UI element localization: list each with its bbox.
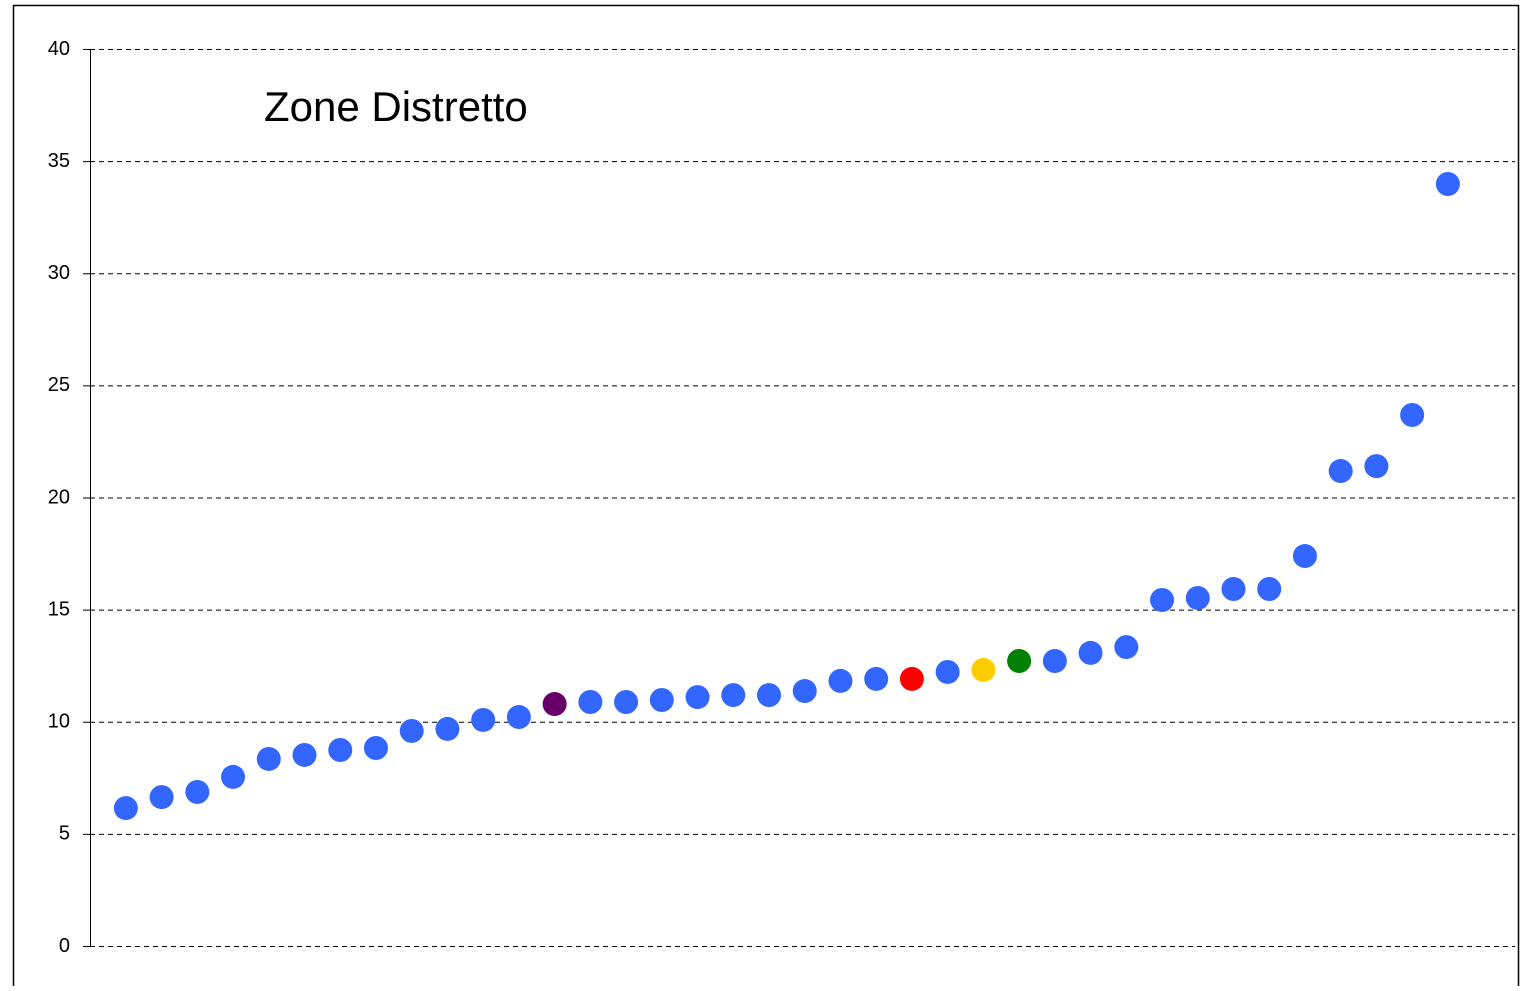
data-point	[328, 738, 353, 763]
y-tick-label: 25	[48, 374, 70, 396]
data-point	[506, 705, 531, 730]
data-point	[1221, 576, 1246, 601]
data-point	[578, 690, 603, 715]
data-point	[1400, 402, 1425, 427]
y-tick-label: 5	[59, 823, 70, 845]
data-point	[899, 666, 924, 691]
y-tick-label: 15	[48, 598, 70, 620]
data-point	[649, 687, 674, 712]
data-point	[721, 683, 746, 708]
y-tick-label: 40	[48, 38, 70, 60]
data-point	[792, 679, 817, 704]
data-point	[828, 668, 853, 693]
data-point	[399, 718, 424, 743]
data-point	[1435, 171, 1460, 196]
data-point	[435, 716, 460, 741]
data-point	[292, 742, 317, 767]
data-point	[1114, 635, 1139, 660]
chart-frame	[12, 4, 1520, 991]
data-point	[221, 764, 246, 789]
data-point	[149, 785, 174, 810]
data-point	[256, 746, 281, 771]
y-tick-label: 10	[48, 711, 70, 733]
data-point	[1042, 648, 1067, 673]
data-point	[864, 666, 889, 691]
y-tick-label: 0	[59, 935, 70, 957]
data-point	[1257, 576, 1282, 601]
data-point	[471, 707, 496, 732]
data-point	[185, 779, 210, 804]
data-point	[685, 685, 710, 710]
data-point	[1292, 544, 1317, 569]
data-point	[1150, 587, 1175, 612]
data-point	[614, 690, 639, 715]
data-point	[1328, 459, 1353, 484]
y-tick-label: 20	[48, 486, 70, 508]
data-point	[1364, 454, 1389, 479]
chart-title: Zone Distretto	[264, 83, 528, 130]
data-point	[1185, 585, 1210, 610]
data-point	[935, 659, 960, 684]
y-tick-label: 30	[48, 262, 70, 284]
data-point	[757, 683, 782, 708]
data-point	[113, 796, 138, 821]
data-point	[363, 735, 388, 760]
y-tick-label: 35	[48, 150, 70, 172]
data-point	[542, 692, 567, 717]
data-point	[971, 657, 996, 682]
data-point	[1007, 648, 1032, 673]
data-point	[1078, 640, 1103, 665]
